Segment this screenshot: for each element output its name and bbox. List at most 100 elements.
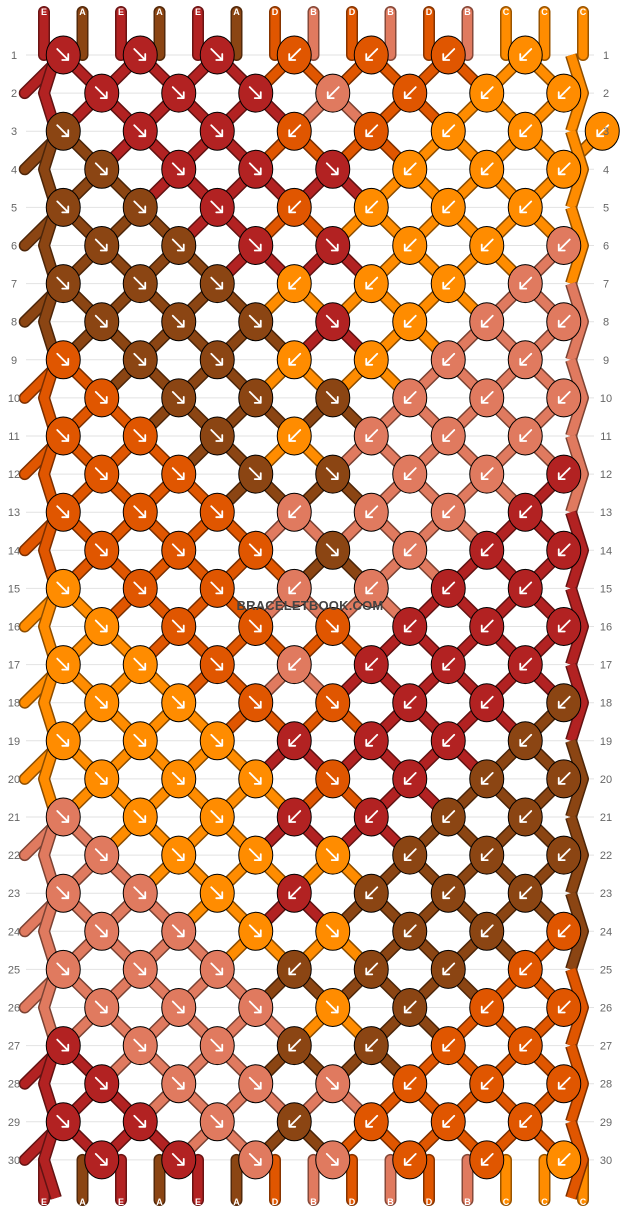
arrow-down-right-icon (94, 772, 108, 785)
arrow-down-left-icon (480, 619, 494, 633)
arrow-down-left-icon (403, 848, 417, 861)
knot (84, 759, 120, 799)
knot (392, 911, 428, 951)
arrow-down-left-icon (442, 657, 456, 671)
knot (84, 149, 120, 189)
knot-grid (45, 35, 620, 1180)
arrow-down-right-icon (171, 924, 185, 938)
strand-letter: A (79, 1197, 86, 1207)
arrow-down-left-icon (519, 352, 533, 366)
knot (315, 835, 351, 875)
arrow-down-left-icon (557, 467, 571, 481)
arrow-down-left-icon (403, 924, 417, 938)
arrow-down-left-icon (519, 1114, 533, 1128)
knot (315, 683, 351, 723)
arrow-down-right-icon (56, 886, 70, 900)
knot (469, 988, 505, 1027)
knot (353, 264, 389, 304)
arrow-down-left-icon (403, 695, 417, 709)
arrow-down-right-icon (325, 619, 339, 633)
knot (507, 492, 543, 532)
knot (122, 187, 158, 227)
knot (430, 416, 466, 456)
row-number-left: 6 (11, 241, 17, 253)
arrow-down-left-icon (480, 238, 494, 252)
row-number-left: 22 (8, 850, 20, 862)
knot (546, 988, 582, 1027)
arrow-down-left-icon (365, 1114, 379, 1128)
knot (238, 988, 274, 1027)
strand-letter: B (310, 7, 317, 17)
knot (353, 949, 389, 989)
arrow-down-right-icon (94, 695, 108, 709)
knot (276, 873, 312, 913)
knot (392, 988, 428, 1027)
arrow-down-left-icon (288, 48, 302, 61)
arrow-down-left-icon (403, 314, 417, 328)
row-number-right: 21 (600, 812, 612, 824)
knot (392, 835, 428, 875)
arrow-down-right-icon (56, 124, 70, 138)
knot (315, 911, 351, 951)
arrow-down-right-icon (133, 276, 147, 290)
arrow-down-right-icon (94, 1000, 108, 1014)
knot (238, 226, 274, 265)
arrow-down-right-icon (248, 1076, 262, 1090)
arrow-down-right-icon (210, 276, 224, 290)
knot (469, 378, 505, 418)
arrow-down-left-icon (557, 1076, 571, 1090)
knot (161, 759, 197, 799)
arrow-down-right-icon (133, 429, 147, 442)
knot (161, 1140, 197, 1180)
knot (122, 264, 158, 304)
arrow-down-right-icon (325, 848, 339, 861)
knot (507, 340, 543, 380)
knot (238, 683, 274, 723)
arrow-down-left-icon (519, 657, 533, 671)
knot (392, 149, 428, 189)
arrow-down-left-icon (557, 543, 571, 557)
knot (315, 759, 351, 799)
row-number-right: 6 (603, 241, 609, 253)
arrow-down-left-icon (442, 733, 456, 747)
arrow-down-left-icon (442, 962, 456, 976)
row-number-left: 28 (8, 1079, 20, 1091)
knot (315, 149, 351, 189)
arrow-down-right-icon (171, 1153, 185, 1166)
arrow-down-left-icon (288, 733, 302, 747)
knot (276, 264, 312, 304)
knot (353, 340, 389, 380)
knot (507, 187, 543, 227)
strand-letter: C (541, 1197, 548, 1207)
strand-letter: C (503, 7, 510, 17)
arrow-down-right-icon (56, 1038, 70, 1052)
arrow-down-left-icon (557, 162, 571, 176)
row-number-left: 26 (8, 1003, 20, 1015)
strand-letter: B (387, 1197, 394, 1207)
arrow-down-left-icon (288, 200, 302, 214)
row-number-left: 4 (11, 164, 17, 176)
row-number-right: 9 (603, 355, 609, 367)
knot (199, 645, 235, 685)
arrow-down-left-icon (403, 467, 417, 481)
knot (546, 73, 582, 113)
strand-letter: C (503, 1197, 510, 1207)
arrow-down-right-icon (210, 124, 224, 138)
arrow-down-left-icon (442, 581, 456, 595)
arrow-down-left-icon (365, 48, 379, 61)
knot (392, 226, 428, 265)
arrow-down-left-icon (288, 505, 302, 519)
knot (122, 568, 158, 608)
arrow-down-right-icon (325, 924, 339, 938)
arrow-down-left-icon (442, 124, 456, 138)
knot (161, 302, 197, 342)
strand-letter: B (387, 7, 394, 17)
arrow-down-right-icon (94, 543, 108, 557)
knot (238, 607, 274, 646)
arrow-down-left-icon (403, 162, 417, 176)
row-number-right: 12 (600, 469, 612, 481)
arrow-down-left-icon (288, 429, 302, 442)
row-number-left: 21 (8, 812, 20, 824)
edge-strand (566, 53, 588, 133)
knot (315, 988, 351, 1027)
